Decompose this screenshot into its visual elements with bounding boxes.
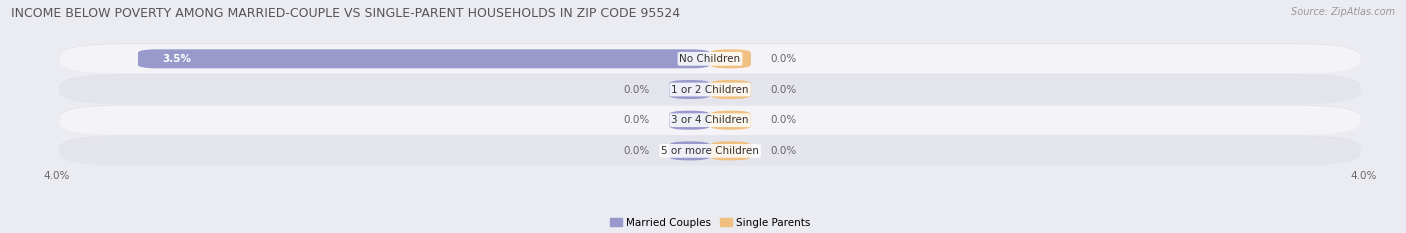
FancyBboxPatch shape [138, 49, 710, 68]
Text: No Children: No Children [679, 54, 741, 64]
FancyBboxPatch shape [669, 111, 710, 130]
Text: 3.5%: 3.5% [163, 54, 191, 64]
FancyBboxPatch shape [59, 74, 1361, 104]
Text: INCOME BELOW POVERTY AMONG MARRIED-COUPLE VS SINGLE-PARENT HOUSEHOLDS IN ZIP COD: INCOME BELOW POVERTY AMONG MARRIED-COUPL… [11, 7, 681, 20]
Text: 0.0%: 0.0% [770, 115, 797, 125]
Text: 0.0%: 0.0% [623, 115, 650, 125]
FancyBboxPatch shape [59, 106, 1361, 135]
Text: 0.0%: 0.0% [770, 85, 797, 95]
Legend: Married Couples, Single Parents: Married Couples, Single Parents [606, 213, 814, 232]
FancyBboxPatch shape [59, 136, 1361, 166]
Text: 0.0%: 0.0% [770, 54, 797, 64]
FancyBboxPatch shape [59, 44, 1361, 73]
FancyBboxPatch shape [710, 80, 751, 99]
FancyBboxPatch shape [59, 75, 1361, 104]
FancyBboxPatch shape [59, 105, 1361, 134]
Text: 0.0%: 0.0% [623, 146, 650, 156]
FancyBboxPatch shape [710, 49, 751, 68]
Text: 1 or 2 Children: 1 or 2 Children [671, 85, 749, 95]
Text: 0.0%: 0.0% [623, 85, 650, 95]
Text: Source: ZipAtlas.com: Source: ZipAtlas.com [1291, 7, 1395, 17]
Text: 5 or more Children: 5 or more Children [661, 146, 759, 156]
FancyBboxPatch shape [59, 136, 1361, 165]
Text: 3 or 4 Children: 3 or 4 Children [671, 115, 749, 125]
FancyBboxPatch shape [669, 80, 710, 99]
FancyBboxPatch shape [710, 141, 751, 160]
Text: 0.0%: 0.0% [770, 146, 797, 156]
FancyBboxPatch shape [710, 111, 751, 130]
FancyBboxPatch shape [669, 141, 710, 160]
FancyBboxPatch shape [59, 44, 1361, 74]
